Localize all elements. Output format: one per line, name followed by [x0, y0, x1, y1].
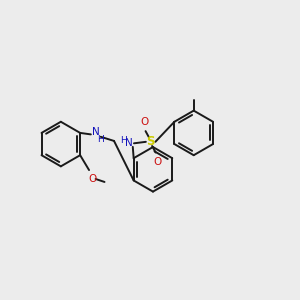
Text: H: H — [120, 136, 127, 145]
Text: S: S — [146, 135, 155, 148]
Text: N: N — [92, 127, 100, 137]
Text: O: O — [88, 174, 97, 184]
Text: O: O — [140, 117, 148, 127]
Text: N: N — [125, 138, 133, 148]
Text: H: H — [98, 135, 104, 144]
Text: O: O — [153, 157, 161, 167]
